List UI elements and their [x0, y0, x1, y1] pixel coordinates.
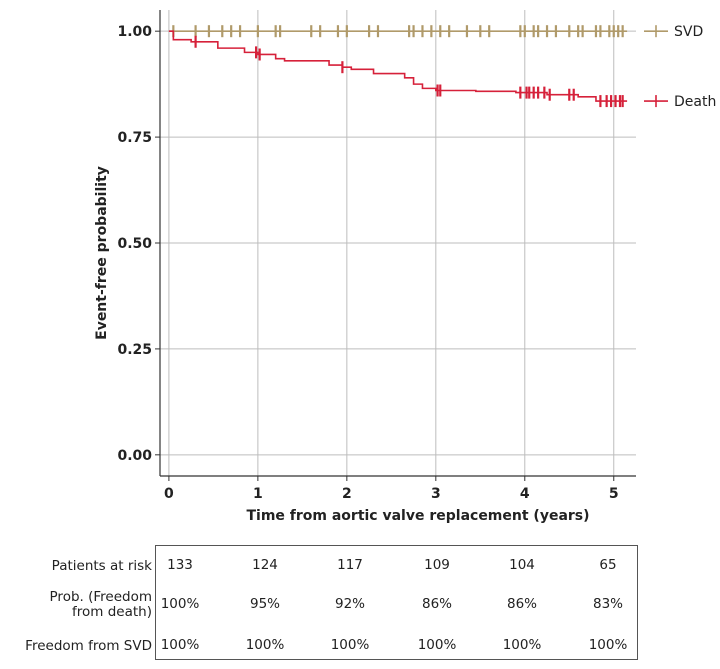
risk-row-label-line: Freedom from SVD	[25, 637, 152, 654]
risk-table-cell: 95%	[249, 596, 280, 612]
y-axis-title: Event-free probability	[94, 166, 110, 340]
km-plot: 0.00 0.25 0.50 0.75 1.00 0 1 2 3 4 5 SVD Death Time…	[94, 10, 716, 524]
risk-table-cell: 86%	[421, 596, 452, 612]
risk-table-cell: 100%	[417, 637, 457, 653]
risk-table-cell: 100%	[588, 637, 628, 653]
risk-table-cell: 100%	[502, 637, 542, 653]
risk-table-cell: 117	[337, 557, 363, 573]
risk-table-cell: 86%	[506, 596, 537, 612]
risk-row-label-line: from death)	[72, 604, 152, 620]
grid-lines	[160, 10, 636, 476]
legend: SVD Death	[644, 24, 716, 110]
risk-table-cell: 100%	[330, 637, 370, 653]
risk-row-label: Patients at risk	[51, 557, 152, 574]
x-tick-label: 1	[253, 486, 263, 502]
y-tick-label: 0.25	[117, 342, 152, 358]
y-tick-label: 0.50	[117, 236, 152, 252]
risk-table-cell: 83%	[592, 596, 623, 612]
risk-row-label-line: Patients at risk	[51, 557, 152, 574]
risk-row-label: Freedom from SVD	[25, 637, 152, 654]
x-tick-label: 4	[520, 486, 530, 502]
risk-row-label: Prob. (Freedom from death)	[50, 590, 152, 620]
risk-table-cell: 124	[252, 557, 278, 573]
risk-row-label-line: Prob. (Freedom	[49, 589, 152, 605]
series-line-death	[168, 30, 628, 102]
risk-table-cell: 104	[509, 557, 535, 573]
risk-table-cell: 65	[599, 557, 617, 573]
x-axis-title: Time from aortic valve replacement (year…	[246, 508, 589, 524]
y-tick-label: 0.75	[117, 130, 152, 146]
legend-label-death: Death	[674, 94, 716, 110]
risk-table-frame	[155, 545, 638, 660]
x-tick-label: 5	[609, 486, 619, 502]
risk-table-cell: 100%	[160, 596, 200, 612]
series-group	[168, 25, 628, 108]
risk-table-cell: 100%	[160, 637, 200, 653]
risk-table-cell: 100%	[245, 637, 285, 653]
risk-table-cell: 109	[424, 557, 450, 573]
y-tick-label: 0.00	[117, 448, 152, 464]
risk-table-cell: 92%	[334, 596, 365, 612]
risk-table-cell: 133	[167, 557, 193, 573]
axes: 0.00 0.25 0.50 0.75 1.00 0 1 2 3 4 5	[117, 10, 636, 502]
legend-label-svd: SVD	[674, 24, 703, 40]
y-tick-label: 1.00	[117, 24, 152, 40]
x-tick-label: 0	[164, 486, 174, 502]
x-tick-label: 2	[342, 486, 352, 502]
x-tick-label: 3	[431, 486, 441, 502]
